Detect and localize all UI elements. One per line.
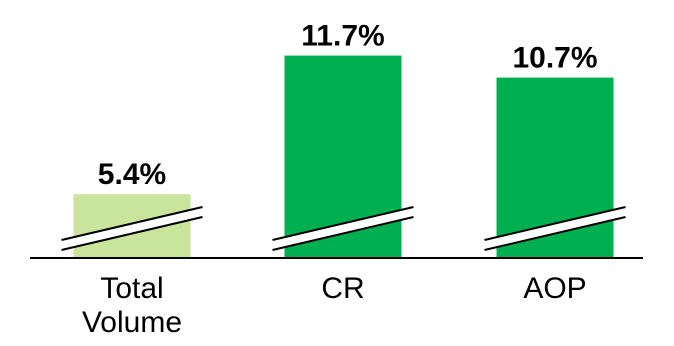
axis-break-line-0-0 — [61, 206, 203, 241]
value-label-0: 5.4% — [98, 158, 166, 191]
axis-break-line-2-1 — [484, 216, 626, 251]
axis-break-line-1-1 — [272, 216, 414, 251]
axis-break-line-2-0 — [484, 206, 626, 241]
category-label-0-0: Total — [100, 272, 163, 305]
category-label-1-0: CR — [321, 272, 364, 305]
axis-break-gap-0 — [61, 207, 203, 250]
axis-break-gap-1 — [272, 207, 414, 250]
axis-break-line-0-1 — [61, 216, 203, 251]
axis-break-gap-2 — [484, 207, 626, 250]
value-label-1: 11.7% — [301, 20, 384, 53]
axis-break-line-1-0 — [272, 206, 414, 241]
bars-group — [61, 55, 626, 258]
category-label-2-0: AOP — [523, 272, 586, 305]
value-label-2: 10.7% — [512, 42, 597, 75]
category-label-0-1: Volume — [82, 306, 182, 339]
